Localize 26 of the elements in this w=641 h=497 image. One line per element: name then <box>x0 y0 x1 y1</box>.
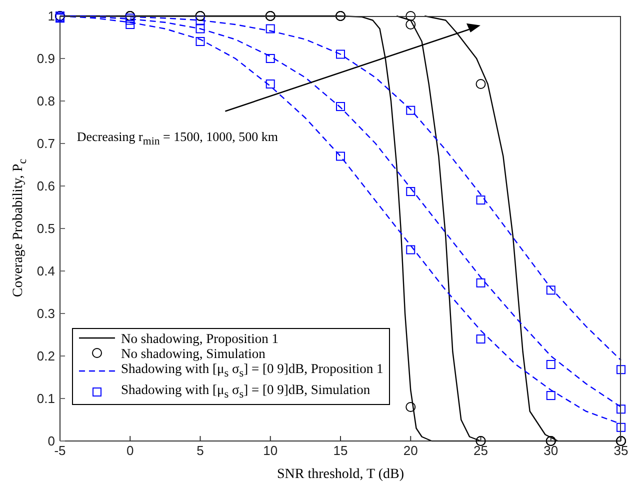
legend-label: No shadowing, Simulation <box>121 346 266 361</box>
y-tick-label: 0.8 <box>36 94 55 109</box>
x-tick-label: 5 <box>196 443 204 458</box>
x-tick-label: 10 <box>263 443 278 458</box>
y-tick-label: 0.3 <box>36 306 55 322</box>
y-tick-label: 1 <box>48 8 55 24</box>
annotation: Decreasing r$_{min}$ = 1500, 1000, 500 km <box>76 128 278 148</box>
legend-label: Shadowing with [μ$_{s}$ σ$_{s}$] = [0 9]dB, Proposition 1 <box>121 360 384 382</box>
x-tick-label: 20 <box>403 443 418 458</box>
y-tick-label: 0 <box>48 434 55 449</box>
legend-label: Shadowing with [μ$_{s}$ σ$_{s}$] = [0 9]dB, Simulation <box>121 382 370 402</box>
x-tick-label: 25 <box>474 443 488 458</box>
y-tick-label: 0.6 <box>36 178 55 194</box>
legend-label: No shadowing, Proposition 1 <box>121 330 279 346</box>
y-tick-label: 0.5 <box>36 221 55 236</box>
x-tick-label: 0 <box>126 443 134 458</box>
y-tick-label: 0.7 <box>36 136 55 152</box>
x-tick-label: 35 <box>614 443 628 458</box>
y-tick-label: 0.4 <box>36 264 55 279</box>
x-tick-label: 30 <box>544 443 558 458</box>
x-axis-title: SNR threshold, T (dB) <box>276 467 406 483</box>
y-tick-label: 0.1 <box>36 391 55 406</box>
x-tick-label: -5 <box>54 443 66 458</box>
x-tick-label: 15 <box>333 443 348 458</box>
y-tick-label: 0.2 <box>36 348 55 364</box>
y-tick-label: 0.9 <box>36 51 55 66</box>
